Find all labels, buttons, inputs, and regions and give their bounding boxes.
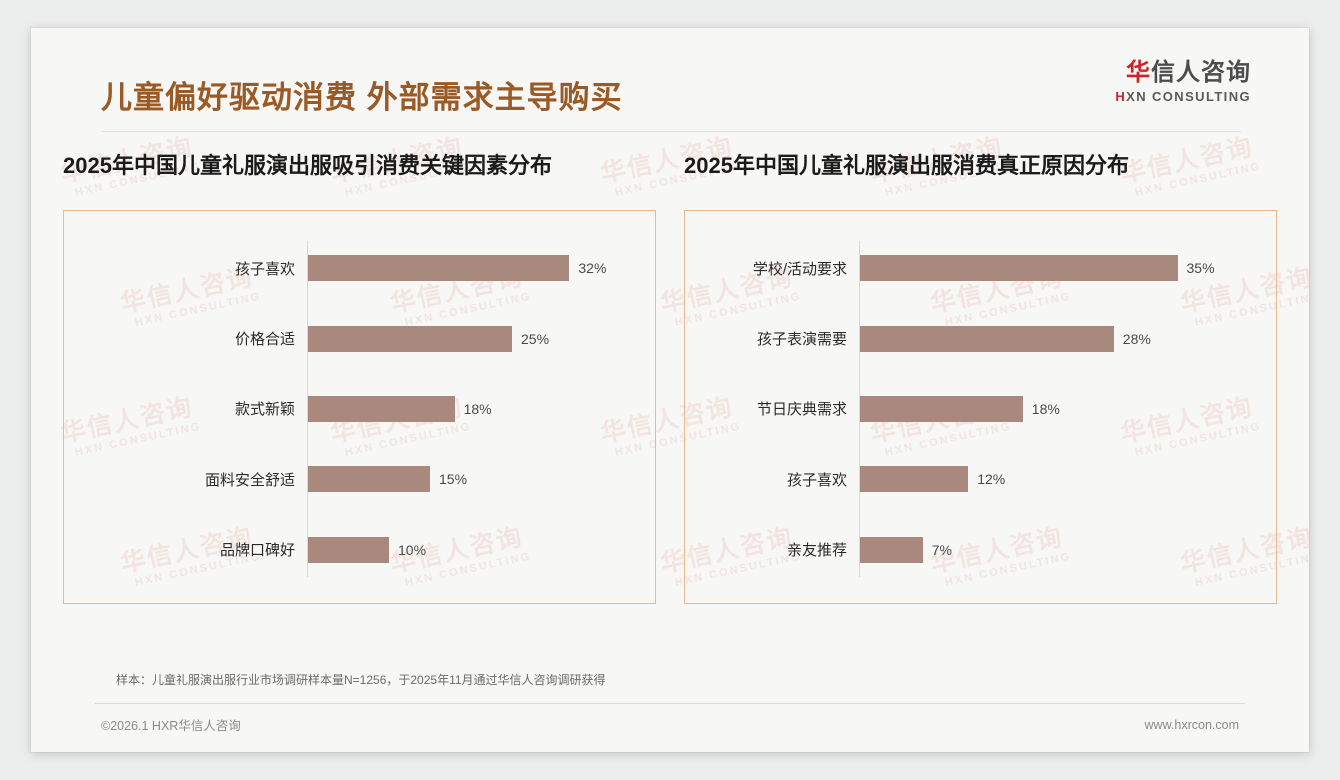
bar-value-label: 28% xyxy=(1122,330,1151,347)
slide-header: 儿童偏好驱动消费 外部需求主导购买 华信人咨询 HXN CONSULTING xyxy=(31,28,1309,132)
bar-rows-right: 学校/活动要求 35% 孩子表演需要 28% 节日庆典需求 18% 孩子喜欢 12% 亲友推荐 7… xyxy=(685,233,1276,585)
bar-row: 面料安全舒适 15% xyxy=(64,462,655,496)
bar-value-label: 10% xyxy=(398,541,427,558)
website-link[interactable]: www.hxrcon.com xyxy=(1144,717,1239,732)
bar-value-label: 32% xyxy=(578,260,607,277)
slide-footer: ©2026.1 HXR华信人咨询 www.hxrcon.com xyxy=(31,715,1309,734)
chart-panel-right: 学校/活动要求 35% 孩子表演需要 28% 节日庆典需求 18% 孩子喜欢 12% 亲友推荐 7… xyxy=(684,210,1277,604)
bar xyxy=(859,536,923,563)
logo-cn-accent: 华 xyxy=(1126,59,1151,86)
bar xyxy=(307,325,512,352)
bar-row: 学校/活动要求 35% xyxy=(685,251,1276,285)
bar-row: 款式新颖 18% xyxy=(64,392,655,426)
bar-row: 价格合适 25% xyxy=(64,322,655,356)
bar-value-label: 7% xyxy=(931,541,952,558)
bar-category-label: 款式新颖 xyxy=(234,401,295,419)
chart-column-left: 2025年中国儿童礼服演出服吸引消费关键因素分布 孩子喜欢 32% 价格合适 25% 款… xyxy=(31,148,670,604)
bar xyxy=(859,466,969,493)
slide: 华信人咨询 HXN CONSULTING 华信人咨询 HXN CONSULTING 华信… xyxy=(31,28,1309,752)
bar xyxy=(859,325,1114,352)
title-divider xyxy=(101,131,1241,132)
bar-value-label: 35% xyxy=(1186,260,1215,277)
bar xyxy=(859,395,1023,422)
logo-cn-text: 华信人咨询 xyxy=(1115,59,1251,86)
chart-title-right: 2025年中国儿童礼服演出服消费真正原因分布 xyxy=(684,153,1129,178)
axis-line xyxy=(859,241,860,577)
bar xyxy=(859,255,1178,282)
bar xyxy=(307,395,455,422)
bar-row: 品牌口碑好 10% xyxy=(64,533,655,567)
bar xyxy=(307,255,570,282)
bar-value-label: 15% xyxy=(439,471,468,488)
bar-category-label: 节日庆典需求 xyxy=(756,401,847,419)
bar-category-label: 价格合适 xyxy=(234,331,295,349)
bar-row: 孩子喜欢 12% xyxy=(685,462,1276,496)
bar-category-label: 孩子喜欢 xyxy=(234,260,295,278)
bar-row: 节日庆典需求 18% xyxy=(685,392,1276,426)
bar xyxy=(307,466,430,493)
bar-category-label: 孩子表演需要 xyxy=(756,331,847,349)
copyright-text: ©2026.1 HXR华信人咨询 xyxy=(101,719,241,733)
footer-divider xyxy=(95,703,1245,704)
footnote: 样本：儿童礼服演出服行业市场调研样本量N=1256，于2025年11月通过华信人… xyxy=(116,673,606,687)
bar-row: 孩子表演需要 28% xyxy=(685,322,1276,356)
bar xyxy=(307,536,389,563)
chart-column-right: 2025年中国儿童礼服演出服消费真正原因分布 学校/活动要求 35% 孩子表演需要 2… xyxy=(670,148,1309,604)
logo-cn-rest: 信人咨询 xyxy=(1151,59,1251,86)
bar-value-label: 18% xyxy=(463,400,492,417)
bar-rows-left: 孩子喜欢 32% 价格合适 25% 款式新颖 18% 面料安全舒适 15% 品牌口碑好 10% xyxy=(64,233,655,585)
bar-category-label: 学校/活动要求 xyxy=(752,260,847,278)
bar-category-label: 孩子喜欢 xyxy=(786,471,847,489)
logo: 华信人咨询 HXN CONSULTING xyxy=(1115,59,1251,104)
logo-en-text: HXN CONSULTING xyxy=(1115,89,1251,104)
bar-row: 孩子喜欢 32% xyxy=(64,251,655,285)
axis-line xyxy=(307,241,308,577)
bar-value-label: 25% xyxy=(521,330,550,347)
bar-category-label: 亲友推荐 xyxy=(786,542,847,560)
bar-value-label: 12% xyxy=(977,471,1006,488)
bar-category-label: 面料安全舒适 xyxy=(204,471,295,489)
chart-panel-left: 孩子喜欢 32% 价格合适 25% 款式新颖 18% 面料安全舒适 15% 品牌口碑好 10% xyxy=(63,210,656,604)
page-title: 儿童偏好驱动消费 外部需求主导购买 xyxy=(101,80,623,115)
bar-row: 亲友推荐 7% xyxy=(685,533,1276,567)
charts-container: 2025年中国儿童礼服演出服吸引消费关键因素分布 孩子喜欢 32% 价格合适 25% 款… xyxy=(31,148,1309,604)
chart-title-left: 2025年中国儿童礼服演出服吸引消费关键因素分布 xyxy=(63,153,552,178)
logo-en-accent: H xyxy=(1115,89,1127,105)
logo-en-rest: XN CONSULTING xyxy=(1126,89,1251,105)
bar-category-label: 品牌口碑好 xyxy=(219,542,295,560)
bar-value-label: 18% xyxy=(1031,400,1060,417)
